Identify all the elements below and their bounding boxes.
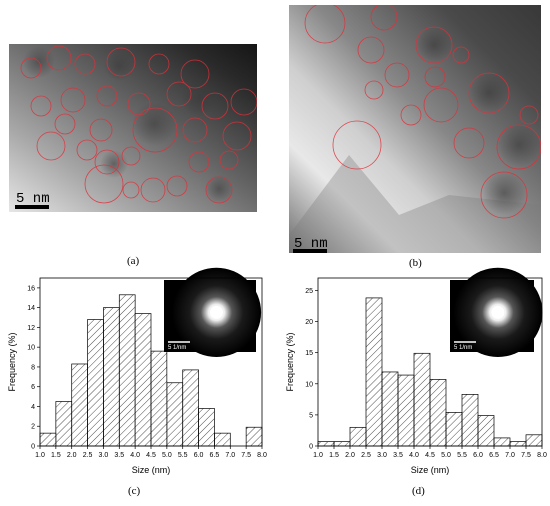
- y-tick-label: 10: [305, 381, 313, 388]
- histogram-d: 5 1/nm 1.0 1.5 2.0 2.5 3.0 3.5 4.0 4.5 5.0 5.5 6.0 6…: [278, 267, 550, 482]
- particle-outlines-a: [20, 45, 257, 204]
- saed-center-spot: [491, 305, 505, 319]
- histogram-bar: [55, 401, 73, 447]
- x-axis-label: Size (nm): [132, 465, 171, 475]
- y-tick-label: 25: [305, 288, 313, 295]
- saed-scale-label: 5 1/nm: [454, 345, 472, 351]
- x-tick-label: 7.0: [505, 452, 515, 459]
- histogram-bar: [214, 432, 231, 447]
- tem-image-b: 5 nm: [289, 5, 541, 253]
- x-tick-label: 2.5: [83, 452, 93, 459]
- y-tick-label: 20: [305, 319, 313, 326]
- y-axis-label: Frequency (%): [7, 332, 17, 391]
- panel-label-d: (d): [412, 485, 425, 497]
- histogram-bar: [166, 382, 184, 447]
- histogram-bar: [397, 374, 415, 447]
- histogram-bar: [182, 369, 199, 447]
- y-tick-label: 4: [31, 404, 35, 411]
- x-tick-label: 4.5: [146, 452, 156, 459]
- x-tick-label: 6.0: [194, 452, 204, 459]
- y-tick-label: 5: [309, 412, 313, 419]
- saed-center-spot: [209, 305, 223, 319]
- x-tick-label: 6.5: [489, 452, 499, 459]
- x-tick-label: 3.5: [114, 452, 124, 459]
- y-tick-label: 16: [27, 285, 35, 292]
- y-tick-label: 15: [305, 350, 313, 357]
- x-tick-label: 8.0: [537, 452, 547, 459]
- histogram-bar: [333, 441, 351, 447]
- histogram-bar: [198, 408, 215, 447]
- histogram-bar: [245, 426, 263, 447]
- panel-label-c: (c): [128, 485, 141, 497]
- histogram-bar: [134, 313, 152, 447]
- scale-bar-label-a: 5 nm: [16, 191, 50, 207]
- histogram-bar: [445, 412, 463, 447]
- histogram-bar: [365, 297, 383, 447]
- y-tick-label: 0: [31, 444, 35, 451]
- panel-label-b: (b): [409, 257, 422, 269]
- x-tick-label: 1.0: [35, 452, 45, 459]
- x-tick-label: 7.0: [225, 452, 235, 459]
- histogram-bar: [118, 294, 136, 447]
- histogram-bar: [71, 363, 88, 447]
- histogram-bar: [349, 426, 367, 447]
- histogram-bar: [39, 432, 57, 447]
- x-tick-label: 7.5: [241, 452, 251, 459]
- panel-label-a: (a): [127, 255, 140, 267]
- y-tick-label: 14: [27, 305, 35, 312]
- tem-image-a: 5 nm: [9, 44, 257, 212]
- x-tick-label: 1.5: [329, 452, 339, 459]
- saed-scale-label: 5 1/nm: [168, 345, 186, 351]
- y-tick-label: 8: [31, 364, 35, 371]
- x-tick-label: 1.0: [313, 452, 323, 459]
- x-tick-label: 5.5: [457, 452, 467, 459]
- histogram-bar: [103, 307, 120, 447]
- histogram-bar: [317, 441, 335, 447]
- x-tick-label: 5.0: [162, 452, 172, 459]
- y-tick-label: 10: [27, 345, 35, 352]
- x-tick-label: 8.0: [257, 452, 267, 459]
- histogram-bar: [525, 434, 543, 447]
- x-tick-label: 6.5: [210, 452, 220, 459]
- x-tick-label: 6.0: [473, 452, 483, 459]
- y-tick-label: 6: [31, 384, 35, 391]
- x-tick-label: 4.5: [425, 452, 435, 459]
- histogram-c: 5 1/nm 1.0 1.5 2.0 2.5 3.0 3.5 4.0 4.5 5.0 5.5 6.0 6…: [0, 267, 270, 482]
- x-tick-label: 4.0: [130, 452, 140, 459]
- histogram-bar: [87, 319, 104, 447]
- histogram-bar: [413, 352, 431, 447]
- histogram-bar: [477, 415, 495, 447]
- histogram-bar: [150, 350, 168, 447]
- histogram-bar: [509, 441, 527, 447]
- x-tick-label: 4.0: [409, 452, 419, 459]
- scale-bar-label-b: 5 nm: [294, 236, 328, 252]
- nanoparticle-spots-b: [416, 27, 541, 215]
- y-tick-label: 12: [27, 325, 35, 332]
- x-tick-label: 2.0: [345, 452, 355, 459]
- x-axis-label: Size (nm): [411, 465, 450, 475]
- particle-outlines-b: [304, 5, 541, 219]
- x-tick-label: 1.5: [51, 452, 61, 459]
- x-tick-label: 2.0: [67, 452, 77, 459]
- y-axis-label: Frequency (%): [285, 332, 295, 391]
- histogram-bar: [381, 371, 399, 447]
- y-tick-label: 0: [309, 444, 313, 451]
- histogram-bar: [493, 437, 511, 447]
- x-tick-label: 5.5: [178, 452, 188, 459]
- x-tick-label: 7.5: [521, 452, 531, 459]
- x-tick-label: 2.5: [361, 452, 371, 459]
- x-tick-label: 5.0: [441, 452, 451, 459]
- y-tick-label: 2: [31, 424, 35, 431]
- x-tick-label: 3.0: [99, 452, 109, 459]
- x-tick-label: 3.5: [393, 452, 403, 459]
- histogram-bar: [461, 394, 479, 447]
- x-tick-label: 3.0: [377, 452, 387, 459]
- histogram-bar: [429, 379, 447, 447]
